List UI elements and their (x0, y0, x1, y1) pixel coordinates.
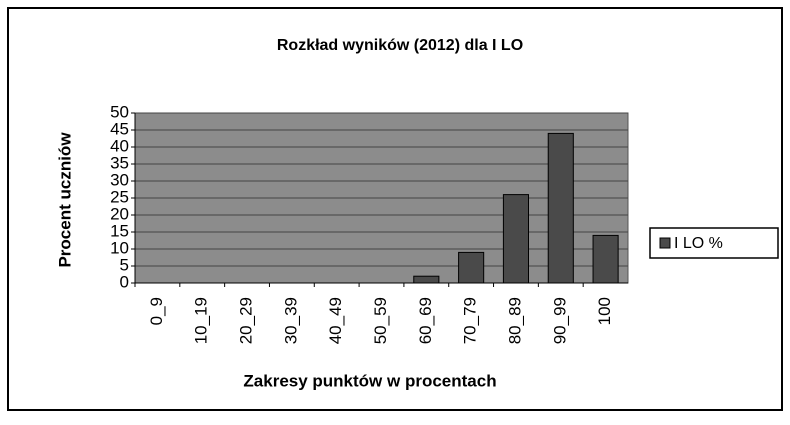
y-tick-label: 50 (110, 102, 129, 121)
bar (547, 132, 574, 284)
x-tick-label: 90_99 (550, 297, 569, 344)
x-tick-label: 50_59 (371, 297, 390, 344)
y-axis-title: Procent uczniów (55, 132, 74, 268)
bar (413, 275, 440, 284)
x-tick-label: 20_29 (237, 297, 256, 344)
bar (502, 194, 530, 284)
bar (592, 234, 619, 284)
legend-label: I LO % (674, 235, 723, 252)
y-tick-label: 10 (110, 238, 129, 257)
x-tick-label: 70_79 (461, 297, 480, 344)
y-tick-label: 35 (110, 153, 129, 172)
bar (458, 251, 485, 284)
chart-title: Rozkład wyników (2012) dla I LO (277, 37, 523, 54)
y-tick-label: 45 (110, 119, 129, 138)
x-tick-label: 10_19 (192, 297, 211, 344)
y-tick-label: 15 (110, 221, 129, 240)
y-tick-label: 5 (120, 255, 129, 274)
y-tick-label: 30 (110, 170, 129, 189)
x-tick-label: 80_89 (505, 297, 524, 344)
legend-swatch (659, 237, 671, 249)
x-tick-label: 100 (595, 297, 614, 325)
legend-box (649, 227, 779, 259)
x-tick-label: 40_49 (326, 297, 345, 344)
y-tick-label: 40 (110, 136, 129, 155)
x-tick-label: 60_69 (416, 297, 435, 344)
y-tick-label: 0 (120, 272, 129, 291)
x-axis-title: Zakresy punktów w procentach (243, 371, 496, 390)
y-tick-label: 20 (110, 204, 129, 223)
x-tick-label: 0_9 (147, 297, 166, 325)
x-tick-label: 30_39 (281, 297, 300, 344)
y-tick-label: 25 (110, 187, 129, 206)
